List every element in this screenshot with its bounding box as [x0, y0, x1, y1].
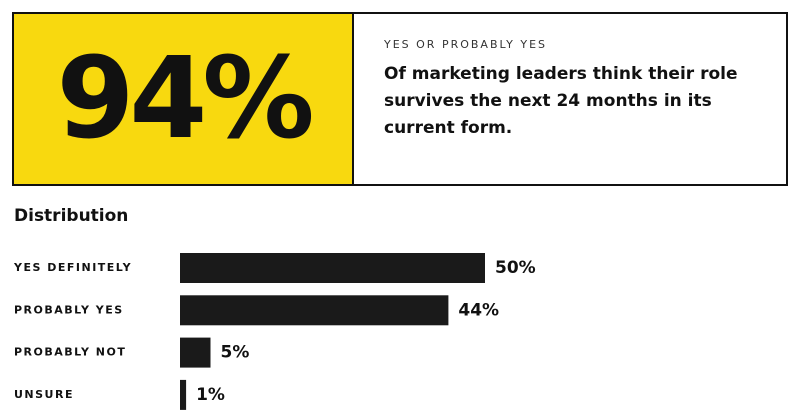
value-label: 44% — [458, 300, 499, 320]
value-label: 50% — [495, 258, 536, 278]
bar — [180, 379, 187, 410]
stat-description: Of marketing leaders think their role su… — [384, 64, 738, 138]
category-label: YES DEFINITELY — [13, 261, 132, 274]
bar — [180, 337, 211, 368]
value-label: 5% — [221, 343, 250, 363]
category-label: PROBABLY NOT — [14, 346, 126, 359]
stat-caption: YES OR PROBABLY YES — [384, 38, 548, 51]
bar — [180, 253, 485, 283]
category-label: PROBABLY YES — [14, 303, 124, 316]
stat-box: 94% YES OR PROBABLY YES Of marketing lea… — [12, 12, 788, 186]
stat-value: 94% — [14, 14, 354, 184]
stat-text: YES OR PROBABLY YES Of marketing leaders… — [354, 14, 744, 184]
chart: Distribution YES DEFINITELY 50% PROBABLY Y… — [13, 206, 536, 410]
value-label: 1% — [196, 385, 225, 405]
chart-title: Distribution — [14, 206, 128, 226]
bar — [180, 295, 449, 326]
category-label: UNSURE — [14, 388, 74, 401]
